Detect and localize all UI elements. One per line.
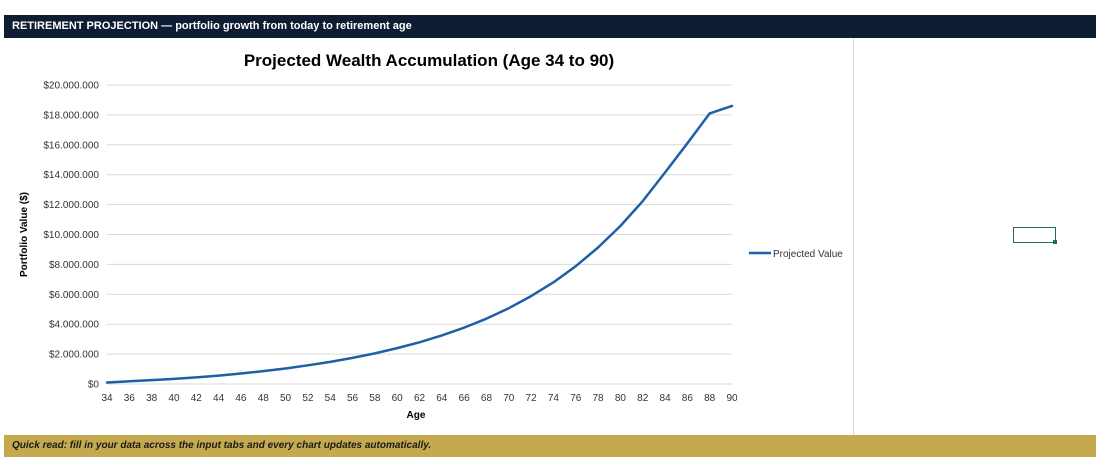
x-tick-label: 88	[704, 393, 716, 404]
footer-text: Quick read: fill in your data across the…	[12, 440, 432, 451]
y-tick-label: $16.000.000	[43, 140, 99, 151]
x-tick-label: 82	[637, 393, 649, 404]
x-tick-label: 72	[526, 393, 538, 404]
x-tick-label: 86	[682, 393, 694, 404]
header-title: RETIREMENT PROJECTION	[12, 20, 159, 32]
x-tick-label: 84	[659, 393, 671, 404]
x-tick-label: 44	[213, 393, 225, 404]
active-cell-selection[interactable]	[1013, 227, 1056, 243]
series-layer	[105, 104, 734, 384]
y-axis-label: Portfolio Value ($)	[19, 192, 30, 277]
x-tick-label: 52	[302, 393, 314, 404]
x-tick-label: 90	[726, 393, 738, 404]
x-axis-ticks: 34 36 38 40 42 44 46 48 50 52 54 56 58 60 62 64 66 68 70 72…	[101, 393, 738, 404]
x-tick-label: 78	[593, 393, 605, 404]
x-tick-label: 34	[101, 393, 113, 404]
footer-banner: Quick read: fill in your data across the…	[4, 435, 1096, 457]
y-tick-label: $18.000.000	[43, 110, 99, 121]
x-tick-label: 42	[191, 393, 203, 404]
x-tick-label: 76	[570, 393, 582, 404]
y-tick-label: $6.000.000	[49, 290, 99, 301]
x-tick-label: 60	[392, 393, 404, 404]
fill-handle[interactable]	[1053, 240, 1057, 244]
y-tick-label: $14.000.000	[43, 170, 99, 181]
x-tick-label: 66	[459, 393, 471, 404]
x-tick-label: 74	[548, 393, 560, 404]
x-tick-label: 70	[503, 393, 515, 404]
chart-legend: Projected Value	[749, 249, 843, 260]
header-subtitle: portfolio growth from today to retiremen…	[175, 20, 412, 32]
chart-title: Projected Wealth Accumulation (Age 34 to…	[244, 51, 614, 70]
sheet-header-banner: RETIREMENT PROJECTION — portfolio growth…	[4, 15, 1096, 38]
y-axis-ticks: $0 $2.000.000 $4.000.000 $6.000.000 $8.000.0…	[43, 81, 99, 391]
y-tick-label: $4.000.000	[49, 320, 99, 331]
y-tick-label: $0	[88, 380, 100, 391]
x-tick-label: 46	[235, 393, 247, 404]
x-tick-label: 58	[369, 393, 381, 404]
x-tick-label: 36	[124, 393, 136, 404]
y-tick-label: $10.000.000	[43, 230, 99, 241]
y-tick-label: $12.000.000	[43, 200, 99, 211]
x-tick-label: 54	[325, 393, 337, 404]
x-tick-label: 68	[481, 393, 493, 404]
x-tick-label: 56	[347, 393, 359, 404]
series-line-projected-value	[105, 104, 734, 384]
wealth-chart: Projected Wealth Accumulation (Age 34 to…	[19, 51, 843, 421]
header-separator: —	[161, 20, 173, 32]
x-tick-label: 80	[615, 393, 627, 404]
chart-area[interactable]: Projected Wealth Accumulation (Age 34 to…	[4, 38, 854, 435]
x-tick-label: 40	[168, 393, 180, 404]
y-tick-label: $8.000.000	[49, 260, 99, 271]
legend-label-projected-value: Projected Value	[773, 249, 843, 260]
worksheet-cells[interactable]	[855, 38, 1096, 435]
gridlines	[107, 84, 732, 385]
x-axis-label: Age	[407, 410, 426, 421]
x-tick-label: 50	[280, 393, 292, 404]
x-tick-label: 64	[436, 393, 448, 404]
y-tick-label: $2.000.000	[49, 350, 99, 361]
x-tick-label: 38	[146, 393, 158, 404]
y-tick-label: $20.000.000	[43, 81, 99, 92]
x-tick-label: 48	[258, 393, 270, 404]
x-tick-label: 62	[414, 393, 426, 404]
